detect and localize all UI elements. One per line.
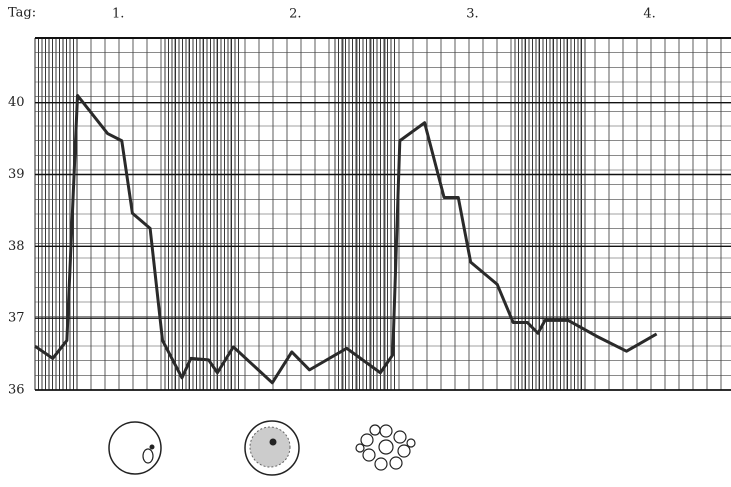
x-tick-label: 3. xyxy=(466,7,478,22)
grid xyxy=(34,37,731,391)
cell-illustration xyxy=(108,421,162,475)
parasite xyxy=(249,426,291,468)
illustrations xyxy=(108,420,416,476)
parasite xyxy=(142,448,154,464)
y-tick-label: 36 xyxy=(8,383,25,398)
y-tick-label: 40 xyxy=(8,95,25,110)
rosette xyxy=(355,424,416,471)
y-tick-label: 37 xyxy=(8,311,25,326)
y-tick-label: 38 xyxy=(8,239,25,254)
x-tick-label: 2. xyxy=(289,7,301,22)
cell-illustration xyxy=(244,420,300,476)
temperature-line xyxy=(34,93,658,385)
y-tick-label: 39 xyxy=(8,167,25,182)
x-tick-label: 4. xyxy=(643,7,655,22)
x-tick-label: 1. xyxy=(112,7,124,22)
parasite-dot xyxy=(269,438,277,446)
parasite-dot xyxy=(149,444,155,450)
x-axis-label: Tag: xyxy=(8,6,36,21)
